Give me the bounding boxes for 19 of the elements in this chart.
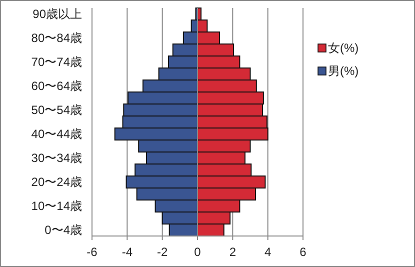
y-tick-label: 40〜44歳 <box>31 127 82 141</box>
x-tick-label: 2 <box>229 245 236 259</box>
x-tick-label: -4 <box>122 245 133 259</box>
x-tick-label: -6 <box>86 245 98 259</box>
y-tick-label: 90歳以上 <box>32 7 82 21</box>
legend-label: 女(%) <box>328 41 359 55</box>
legend-label: 男(%) <box>328 64 359 78</box>
y-tick-label: 0〜4歳 <box>44 223 82 237</box>
x-tick-label: -2 <box>156 245 168 259</box>
y-tick-label: 60〜64歳 <box>31 79 82 93</box>
y-tick-label: 80〜84歳 <box>31 31 82 45</box>
y-tick-label: 70〜74歳 <box>31 55 82 69</box>
y-tick-label: 30〜34歳 <box>31 151 82 165</box>
x-tick-label: 0 <box>194 245 202 259</box>
y-tick-label: 50〜54歳 <box>31 103 82 117</box>
x-tick-label: 6 <box>300 245 307 259</box>
x-tick-label: 4 <box>264 245 272 259</box>
y-tick-label: 10〜14歳 <box>31 199 82 213</box>
y-tick-label: 20〜24歳 <box>31 175 82 189</box>
